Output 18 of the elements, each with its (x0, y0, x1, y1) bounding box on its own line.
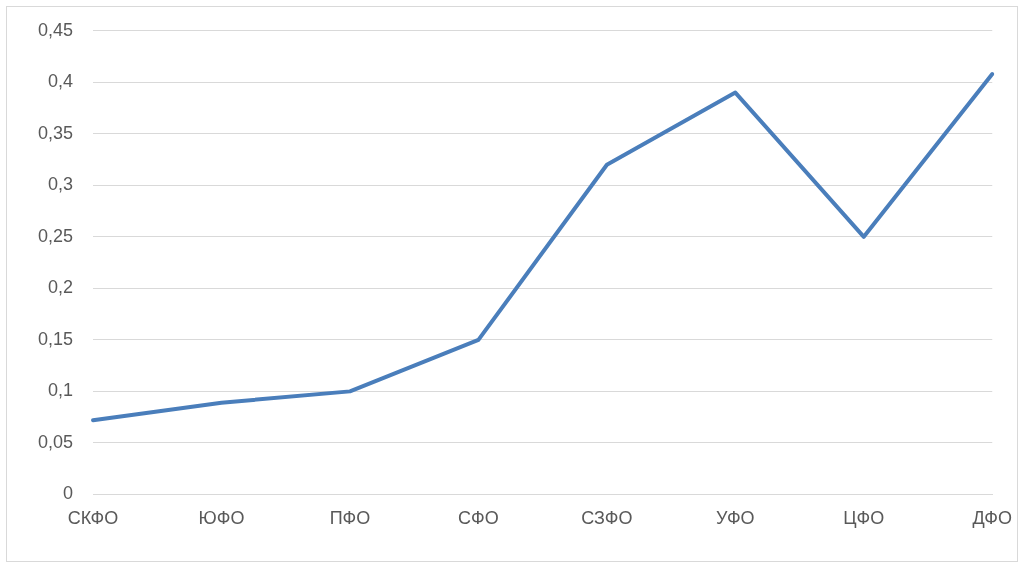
x-tick-label: СЗФО (581, 508, 633, 529)
y-tick-label: 0,35 (37, 122, 74, 143)
x-tick-label: ДФО (972, 508, 1012, 529)
y-tick-label: 0,15 (37, 328, 74, 349)
x-tick-label: УФО (716, 508, 755, 529)
x-tick-label: ПФО (329, 508, 371, 529)
x-tick-label: ЮФО (198, 508, 245, 529)
y-tick-label: 0,2 (48, 277, 74, 298)
x-tick-label: ЦФО (843, 508, 885, 529)
y-tick-label: 0,4 (48, 71, 74, 92)
y-tick-label: 0,25 (37, 225, 74, 246)
y-tick-label: 0 (63, 483, 74, 504)
y-tick-label: 0,3 (48, 174, 74, 195)
x-tick-label: СКФО (67, 508, 119, 529)
y-tick-label: 0,1 (48, 380, 74, 401)
y-tick-label: 0,05 (37, 431, 74, 452)
y-tick-label: 0,45 (37, 19, 74, 40)
x-tick-label: СФО (458, 508, 499, 529)
